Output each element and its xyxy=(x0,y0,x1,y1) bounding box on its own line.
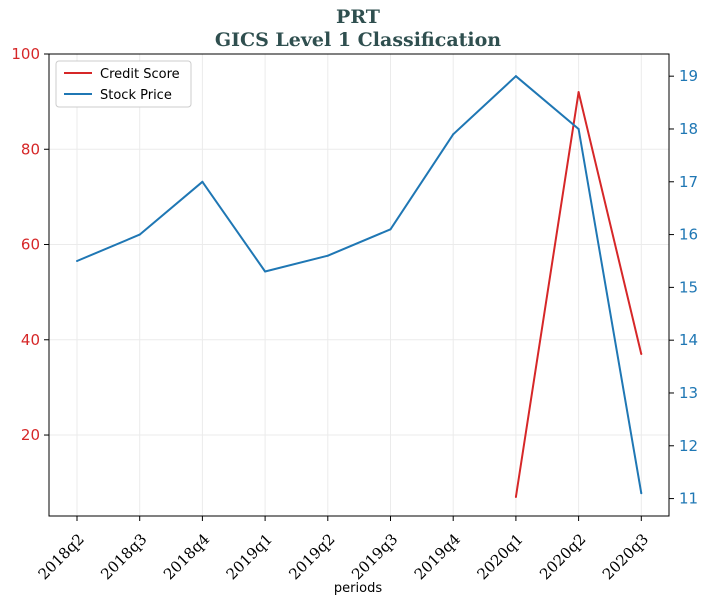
series-layer xyxy=(76,75,643,498)
chart-title: PRT xyxy=(336,6,380,28)
grid xyxy=(49,53,669,516)
legend-label-credit-score: Credit Score xyxy=(100,67,180,82)
data-point xyxy=(201,180,204,183)
data-point xyxy=(640,353,643,356)
data-point xyxy=(577,91,580,94)
right-tick-label: 14 xyxy=(679,331,698,349)
left-y-axis: 20 40 60 80 100 xyxy=(11,45,49,444)
data-point xyxy=(389,228,392,231)
right-y-axis: 11 12 13 14 15 16 17 18 19 xyxy=(669,67,698,508)
data-point xyxy=(577,127,580,130)
x-tick-label: 2019q3 xyxy=(348,530,401,583)
x-axis: 2018q2 2018q3 2018q4 2019q1 2019q2 2019q3 2019… xyxy=(35,516,652,583)
left-tick-label: 100 xyxy=(11,45,40,63)
x-tick-label: 2020q3 xyxy=(599,530,652,583)
legend-label-stock-price: Stock Price xyxy=(100,88,172,103)
chart-subtitle: GICS Level 1 Classification xyxy=(215,29,501,51)
left-tick-label: 20 xyxy=(21,426,40,444)
legend: Credit Score Stock Price xyxy=(55,60,192,108)
data-point xyxy=(452,133,455,136)
data-point xyxy=(76,259,78,262)
right-tick-label: 11 xyxy=(679,490,698,508)
x-tick-label: 2019q2 xyxy=(285,530,338,583)
data-point xyxy=(326,254,329,257)
x-tick-label: 2019q1 xyxy=(223,530,276,583)
data-point xyxy=(514,75,517,78)
data-point xyxy=(138,233,141,236)
right-tick-label: 15 xyxy=(679,278,698,296)
x-tick-label: 2018q4 xyxy=(160,530,213,583)
left-tick-label: 80 xyxy=(21,140,40,158)
x-tick-label: 2019q4 xyxy=(411,530,464,583)
right-tick-label: 16 xyxy=(679,226,698,244)
right-tick-label: 12 xyxy=(679,437,698,455)
x-tick-label: 2018q2 xyxy=(35,530,88,583)
left-tick-label: 60 xyxy=(21,236,40,254)
data-point xyxy=(640,492,643,495)
series-line-stock-price xyxy=(76,75,643,494)
right-tick-label: 17 xyxy=(679,173,698,191)
plot-frame xyxy=(48,53,670,517)
x-tick-label: 2018q3 xyxy=(97,530,150,583)
x-tick-label: 2020q1 xyxy=(473,530,526,583)
right-tick-label: 18 xyxy=(679,120,698,138)
right-tick-label: 19 xyxy=(679,67,698,85)
x-tick-label: 2020q2 xyxy=(536,530,589,583)
data-point xyxy=(264,270,267,273)
left-tick-label: 40 xyxy=(21,331,40,349)
data-point xyxy=(514,495,517,498)
x-axis-label: periods xyxy=(334,581,382,596)
right-tick-label: 13 xyxy=(679,384,698,402)
